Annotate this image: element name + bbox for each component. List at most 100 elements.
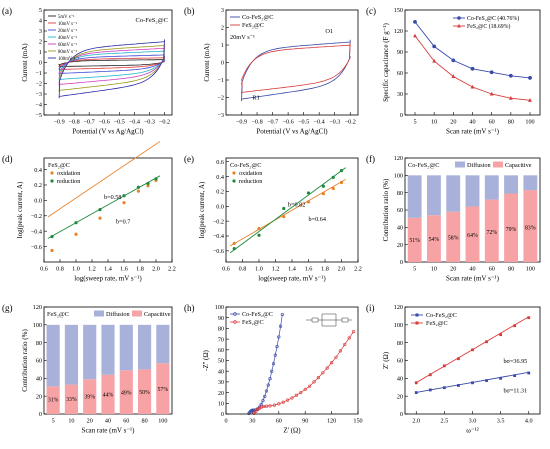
data-point xyxy=(264,404,269,408)
bar-capacitive xyxy=(407,217,422,262)
bar-capacitive xyxy=(504,193,519,262)
legend-marker xyxy=(232,179,236,183)
x-tick-label: 2.0 xyxy=(338,266,346,273)
y-tick-label: 60 xyxy=(397,358,403,365)
bar-label: 72% xyxy=(486,230,497,236)
panel-b: −3 −2 −1 0 1 2 3 −0.9 −0.8 −0.7 −0.6 −0.5 −0.4 −0.3 −0… xyxy=(184,6,359,136)
bar-capacitive xyxy=(83,379,97,414)
data-point xyxy=(257,233,261,237)
y-tick-label: 0 xyxy=(221,411,224,418)
data-point xyxy=(271,362,276,366)
y-tick-label: 60 xyxy=(397,207,403,214)
panel-e: −0.6 −0.4 −0.2 0.0 0.2 0.4 0.6 0.6 0.8 1.0 1.2 1.4 1… xyxy=(184,154,362,283)
y-tick-label: 2 xyxy=(221,25,224,32)
x-tick-label: 60 xyxy=(489,119,495,126)
circuit-wires xyxy=(306,313,352,327)
x-tick-label: 1.8 xyxy=(136,266,144,273)
x-tick-label: 5 xyxy=(52,418,55,425)
data-point xyxy=(325,366,329,370)
sample-annotation: Co-FeS₂@C xyxy=(136,17,168,24)
y-tick-label: 20 xyxy=(218,390,224,397)
fit-label: b=0.7 xyxy=(116,218,130,225)
bar-label: 50% xyxy=(139,390,150,396)
data-point xyxy=(330,361,334,365)
data-point xyxy=(263,394,267,398)
x-tick-label: 3.0 xyxy=(469,418,477,425)
data-point xyxy=(339,169,344,173)
panel-letter: (c) xyxy=(366,6,376,16)
x-tick-label: −0.7 xyxy=(84,119,95,126)
x-tick-label: −0.3 xyxy=(329,119,340,126)
data-point xyxy=(528,76,532,80)
data-point xyxy=(339,180,344,185)
data-point xyxy=(122,194,126,198)
y-tick-label: 120 xyxy=(394,155,403,162)
fit-label: b=0.64 xyxy=(309,216,326,223)
y-axis-label: log(peak current, A) xyxy=(16,181,24,238)
legend-label: reduction xyxy=(57,178,80,185)
data-point xyxy=(499,333,503,337)
x-tick-label: 100 xyxy=(525,119,534,126)
x-tick-label: −0.2 xyxy=(345,119,356,126)
data-point xyxy=(303,387,307,391)
x-tick-label: −0.2 xyxy=(159,119,170,126)
bar-capacitive xyxy=(137,369,152,414)
legend-label: FeS₂@C xyxy=(426,320,448,327)
y-tick-label: 0.0 xyxy=(216,203,224,210)
x-tick-label: −0.8 xyxy=(251,119,262,126)
bar-capacitive xyxy=(523,190,538,262)
data-point xyxy=(428,373,432,377)
panel-i: 0 20 40 60 80 100 120 2.0 2.5 3.0 3.5 4.0 ω⁻¹² Z' (Ω)… xyxy=(366,303,541,435)
data-point xyxy=(470,84,475,89)
bar-capacitive xyxy=(64,384,79,414)
x-tick-label: 40 xyxy=(105,418,111,425)
legend-swatch xyxy=(132,310,142,317)
data-point xyxy=(261,399,265,403)
x-tick-label: −0.6 xyxy=(283,119,294,126)
legend-marker xyxy=(50,171,54,175)
x-axis-label: log(sweep rate, mV s⁻¹) xyxy=(74,275,142,283)
data-point xyxy=(414,391,418,394)
x-tick-label: −0.4 xyxy=(129,119,140,126)
bar-label: 44% xyxy=(103,392,114,398)
y-axis-label: Specific capacitance (F g⁻¹) xyxy=(382,22,390,101)
data-point xyxy=(146,181,150,186)
x-tick-label: 10 xyxy=(431,266,437,273)
data-point xyxy=(308,384,312,388)
data-point xyxy=(485,379,488,382)
legend-label: Diffusion xyxy=(467,162,491,169)
legend-label: oxidation xyxy=(239,170,262,177)
y-tick-label: 50 xyxy=(218,358,224,365)
bar-diffusion xyxy=(407,175,422,218)
x-tick-label: 0 xyxy=(224,418,227,425)
legend-marker xyxy=(457,16,461,20)
y-tick-label: 90 xyxy=(397,49,403,56)
x-tick-label: −0.9 xyxy=(236,119,247,126)
peak-label: R1 xyxy=(252,94,259,101)
x-tick-label: 40 xyxy=(469,119,475,126)
y-tick-label: 10 xyxy=(218,401,224,408)
y-tick-label: −1 xyxy=(217,77,224,84)
x-tick-label: 60 xyxy=(123,418,129,425)
x-tick-label: 40 xyxy=(469,266,475,273)
bar-diffusion xyxy=(137,324,152,370)
y-tick-label: 80 xyxy=(36,340,42,347)
x-tick-label: 20 xyxy=(450,266,456,273)
x-tick-label: 30 xyxy=(249,418,255,425)
y-tick-label: −4 xyxy=(35,102,42,109)
x-tick-label: 0.8 xyxy=(56,266,64,273)
legend-label: 40mV s⁻¹ xyxy=(58,35,78,41)
bar-diffusion xyxy=(101,324,115,375)
data-point xyxy=(277,402,281,406)
legend-marker xyxy=(457,23,461,28)
legend-label: Co-FeS₂@C xyxy=(426,312,457,319)
sample-annotation: FeS₂@C xyxy=(47,311,69,318)
bar-diffusion xyxy=(446,175,461,212)
y-tick-label: 40 xyxy=(218,368,224,375)
y-tick-label: 0 xyxy=(221,60,224,67)
legend-label: 20mV s⁻¹ xyxy=(58,28,78,34)
cv-curve xyxy=(241,43,351,95)
bar-diffusion xyxy=(523,175,538,191)
data-point xyxy=(338,349,343,353)
x-tick-label: 1.4 xyxy=(288,266,296,273)
